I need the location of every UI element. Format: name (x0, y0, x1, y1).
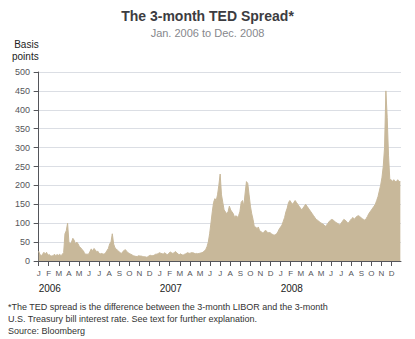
svg-text:Jan. 2006 to Dec. 2008: Jan. 2006 to Dec. 2008 (151, 27, 265, 39)
svg-text:300: 300 (15, 143, 30, 153)
svg-text:N: N (258, 269, 264, 278)
svg-text:A: A (66, 269, 72, 278)
svg-text:M: M (176, 269, 183, 278)
svg-text:2006: 2006 (39, 283, 62, 294)
svg-text:J: J (329, 269, 333, 278)
svg-text:150: 150 (15, 199, 30, 209)
svg-text:J: J (279, 269, 283, 278)
svg-text:J: J (97, 269, 101, 278)
svg-text:M: M (297, 269, 304, 278)
svg-text:D: D (268, 269, 274, 278)
svg-text:M: M (55, 269, 62, 278)
svg-text:O: O (126, 269, 132, 278)
svg-text:450: 450 (15, 86, 30, 96)
svg-text:A: A (107, 269, 113, 278)
svg-text:100: 100 (15, 218, 30, 228)
svg-text:2008: 2008 (281, 283, 304, 294)
svg-text:M: M (76, 269, 83, 278)
svg-text:S: S (117, 269, 122, 278)
svg-text:2007: 2007 (160, 283, 183, 294)
svg-text:200: 200 (15, 180, 30, 190)
svg-text:O: O (368, 269, 374, 278)
svg-text:D: D (147, 269, 153, 278)
svg-text:*The TED spread is the differe: *The TED spread is the difference betwee… (8, 302, 328, 312)
svg-text:F: F (167, 269, 172, 278)
svg-text:500: 500 (15, 67, 30, 77)
svg-text:A: A (187, 269, 193, 278)
svg-text:A: A (228, 269, 234, 278)
svg-text:D: D (389, 269, 395, 278)
svg-text:350: 350 (15, 124, 30, 134)
svg-text:O: O (247, 269, 253, 278)
svg-text:F: F (46, 269, 51, 278)
svg-text:S: S (238, 269, 243, 278)
svg-text:M: M (197, 269, 204, 278)
svg-text:250: 250 (15, 162, 30, 172)
svg-text:400: 400 (15, 105, 30, 115)
svg-text:Source: Bloomberg: Source: Bloomberg (8, 326, 85, 336)
svg-text:J: J (218, 269, 222, 278)
svg-text:S: S (359, 269, 364, 278)
svg-text:A: A (349, 269, 355, 278)
svg-text:A: A (308, 269, 314, 278)
svg-text:J: J (339, 269, 343, 278)
svg-text:J: J (158, 269, 162, 278)
svg-text:J: J (87, 269, 91, 278)
svg-text:0: 0 (25, 256, 30, 266)
svg-text:J: J (37, 269, 41, 278)
svg-text:The 3-month TED Spread*: The 3-month TED Spread* (121, 8, 294, 24)
svg-text:U.S. Treasury bill interest ra: U.S. Treasury bill interest rate. See te… (8, 314, 257, 324)
svg-text:N: N (137, 269, 143, 278)
svg-text:50: 50 (20, 237, 30, 247)
svg-text:J: J (208, 269, 212, 278)
svg-text:points: points (12, 51, 39, 62)
svg-text:N: N (379, 269, 385, 278)
svg-text:Basis: Basis (14, 39, 38, 50)
svg-text:F: F (288, 269, 293, 278)
svg-text:M: M (318, 269, 325, 278)
